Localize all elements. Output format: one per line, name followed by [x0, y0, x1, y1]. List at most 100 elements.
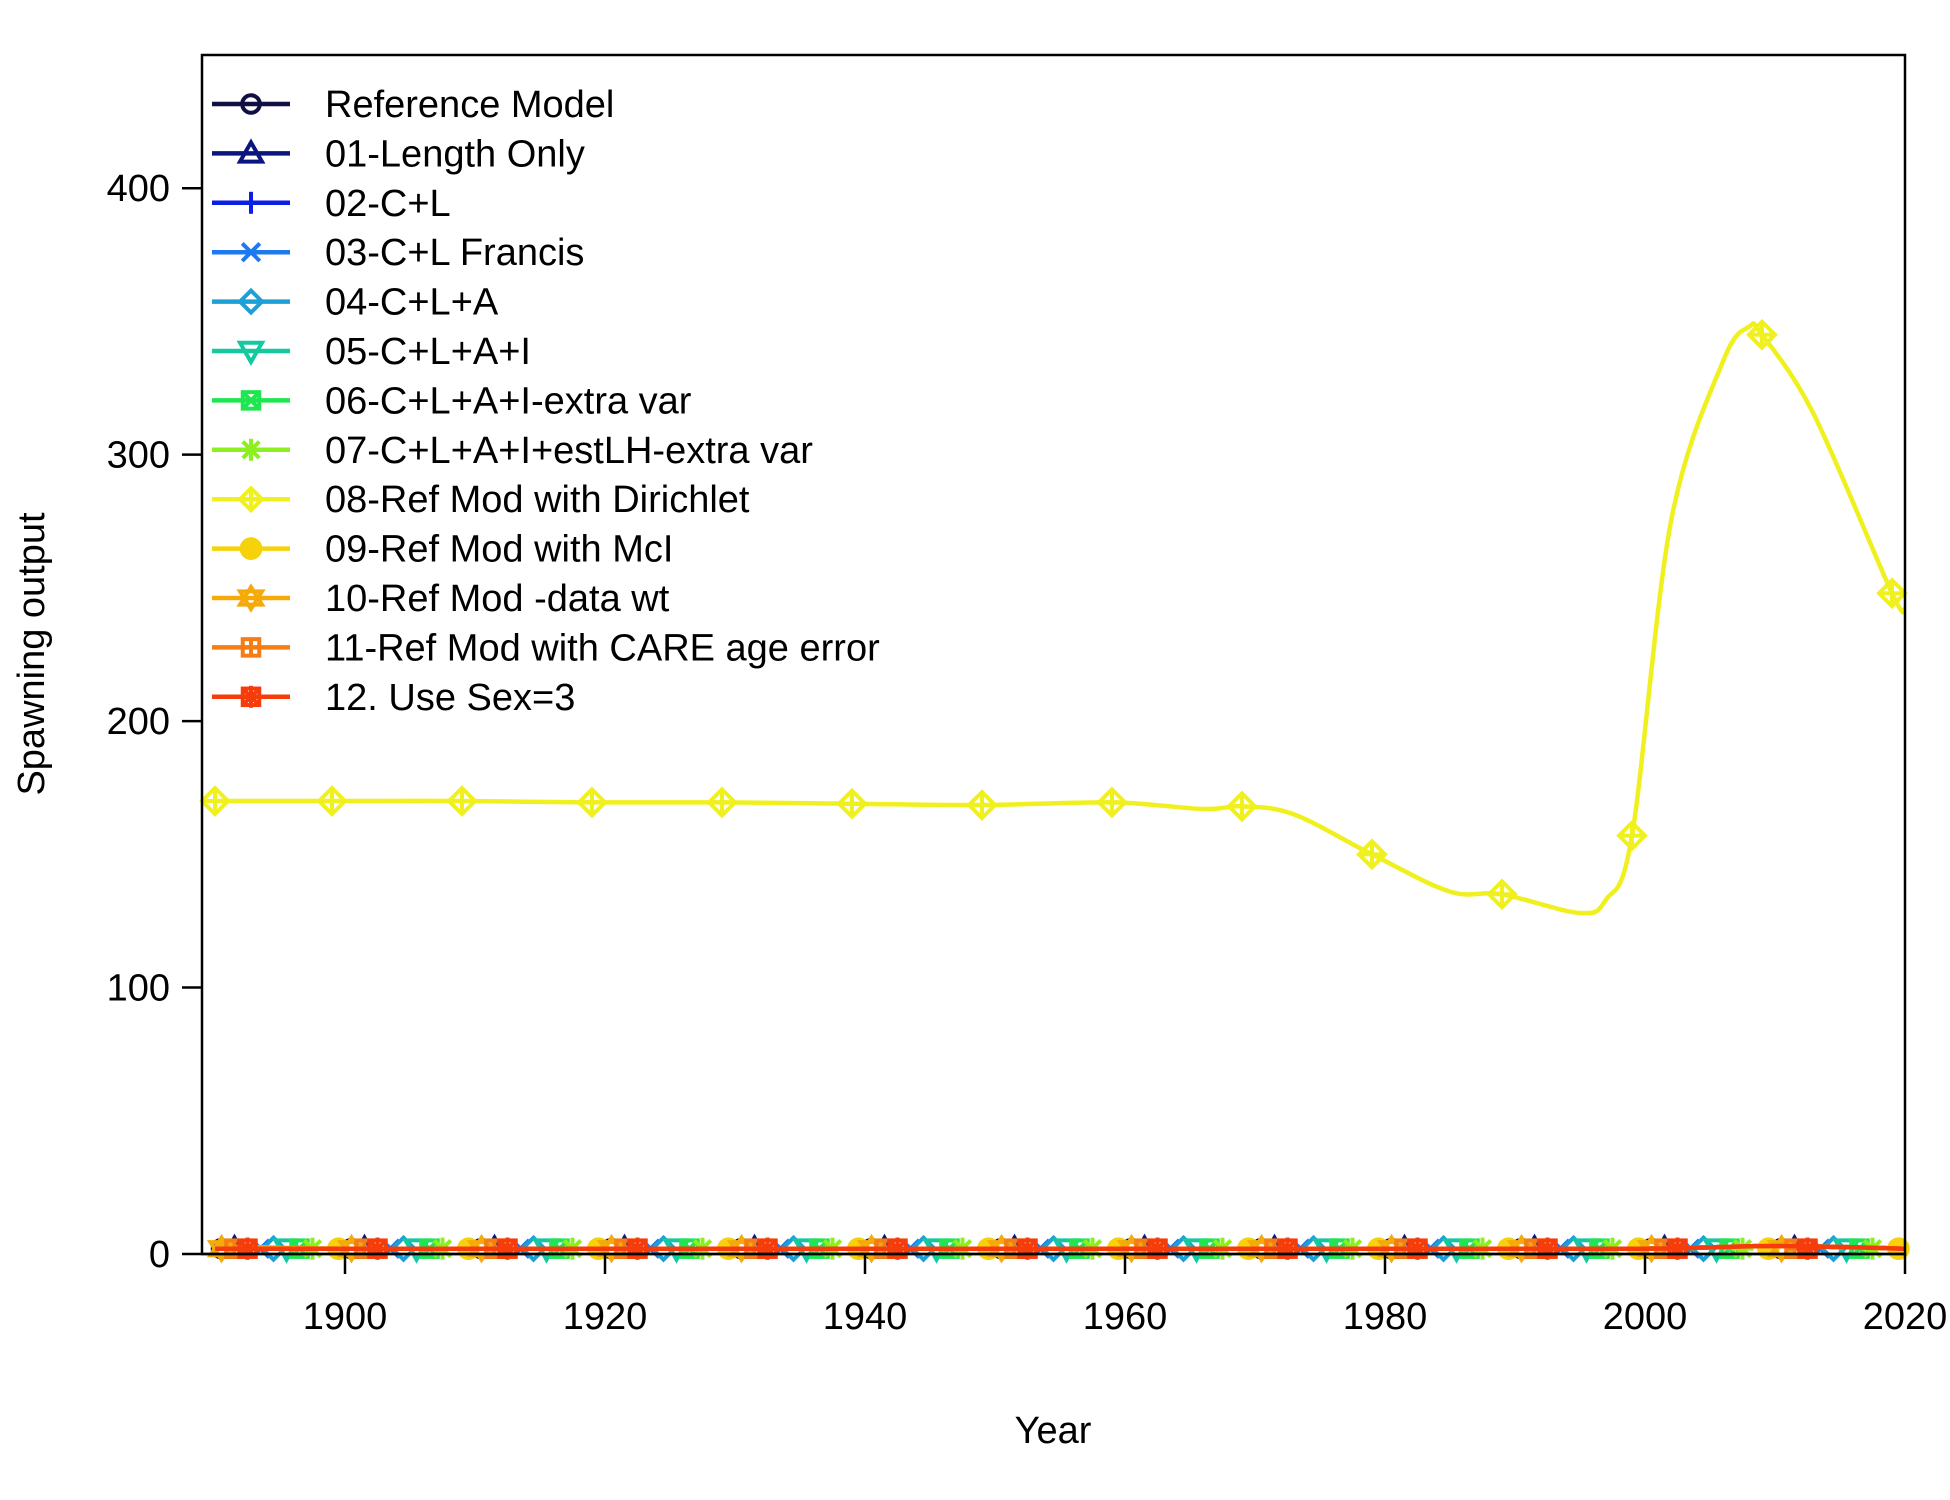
y-tick-label: 0 [149, 1234, 170, 1276]
data-point [240, 241, 262, 263]
data-point [1226, 790, 1258, 823]
y-tick-label: 100 [107, 968, 170, 1010]
x-tick-label: 2020 [1863, 1296, 1948, 1338]
data-point [389, 1234, 418, 1263]
y-axis-label: Spawning output [11, 512, 53, 796]
y-tick-label: 200 [107, 701, 170, 743]
y-tick-label: 400 [107, 168, 170, 210]
legend-label: 11-Ref Mod with CARE age error [325, 627, 880, 669]
legend-entry: 01-Length Only [212, 133, 585, 175]
legend-label: 04-C+L+A [325, 282, 499, 324]
data-point [237, 287, 265, 316]
data-point [1299, 1234, 1328, 1263]
data-point [496, 1237, 519, 1260]
legend-label: Reference Model [325, 84, 614, 126]
data-point [259, 1234, 288, 1263]
data-point [236, 1237, 259, 1260]
data-point [446, 785, 478, 817]
legend-label: 10-Ref Mod -data wt [325, 578, 670, 620]
series-line [214, 321, 1908, 916]
data-point [240, 685, 262, 708]
data-point [240, 637, 262, 658]
x-tick-label: 1980 [1343, 1296, 1428, 1338]
data-point [1146, 1237, 1169, 1260]
data-point [1536, 1237, 1559, 1260]
legend-label: 01-Length Only [325, 133, 585, 175]
data-point [240, 438, 262, 461]
legend-entry: 03-C+L Francis [212, 232, 584, 274]
data-point [239, 537, 263, 560]
x-tick-label: 2000 [1603, 1296, 1688, 1338]
legend-entry: 10-Ref Mod -data wt [212, 578, 670, 620]
data-point [1096, 786, 1128, 819]
data-point [1796, 1237, 1819, 1260]
legend-label: 06-C+L+A+I-extra var [325, 380, 692, 422]
data-point [1559, 1234, 1588, 1263]
data-point [1356, 838, 1388, 871]
data-point [1616, 819, 1648, 852]
data-point [1406, 1237, 1429, 1260]
series-line [215, 1243, 1906, 1252]
data-point [1689, 1234, 1718, 1263]
data-point [240, 93, 262, 115]
x-tick-label: 1920 [563, 1296, 648, 1338]
data-point [1039, 1234, 1068, 1263]
data-point [1876, 577, 1908, 610]
data-point [1429, 1234, 1458, 1263]
data-point [366, 1237, 389, 1260]
y-tick-label: 300 [107, 435, 170, 477]
legend-entry: 04-C+L+A [212, 282, 499, 324]
legend-label: 07-C+L+A+I+estLH-extra var [325, 430, 813, 472]
data-point [626, 1237, 649, 1260]
x-axis-label: Year [1015, 1410, 1092, 1452]
y-axis: 0 100 200 300 400 [107, 168, 202, 1276]
data-point [1666, 1237, 1689, 1260]
data-point [240, 390, 262, 411]
data-point [706, 786, 738, 819]
data-point [1746, 318, 1778, 351]
legend-entry: 08-Ref Mod with Dirichlet [212, 479, 750, 521]
data-point [1016, 1237, 1039, 1260]
data-point [649, 1234, 678, 1263]
series-9 [199, 318, 1908, 916]
legend-label: 08-Ref Mod with Dirichlet [325, 479, 750, 521]
legend-label: 05-C+L+A+I [325, 331, 531, 373]
legend-entry: 11-Ref Mod with CARE age error [212, 627, 880, 669]
data-point [966, 789, 998, 821]
data-point [236, 583, 266, 613]
data-point [236, 138, 266, 164]
data-point [836, 787, 868, 820]
data-point [576, 786, 608, 819]
data-point [756, 1237, 779, 1260]
legend-label: 09-Ref Mod with McI [325, 529, 673, 571]
legend-label: 12. Use Sex=3 [325, 677, 575, 719]
legend-entry: 07-C+L+A+I+estLH-extra var [212, 430, 813, 472]
x-axis: 1900 1920 1940 1960 1980 2000 2020 [202, 1252, 1948, 1338]
data-point [909, 1234, 938, 1263]
x-tick-label: 1960 [1083, 1296, 1168, 1338]
legend-entry: 02-C+L [212, 183, 451, 225]
x-tick-label: 1900 [303, 1296, 388, 1338]
data-point [1276, 1237, 1299, 1260]
data-point [236, 340, 266, 367]
data-point [1486, 878, 1518, 911]
data-point [199, 785, 231, 817]
legend-entry: 05-C+L+A+I [212, 331, 531, 373]
data-point [316, 785, 348, 817]
legend-entry: 12. Use Sex=3 [212, 677, 575, 719]
data-point [519, 1234, 548, 1263]
legend: Reference Model 01-Length Only 02-C+L 03-C+… [212, 84, 880, 719]
legend-label: 02-C+L [325, 183, 451, 225]
legend-entry: 09-Ref Mod with McI [212, 529, 673, 571]
data-point [237, 485, 265, 514]
legend-entry: 06-C+L+A+I-extra var [212, 380, 692, 422]
data-point [886, 1237, 909, 1260]
data-point [779, 1234, 808, 1263]
legend-label: 03-C+L Francis [325, 232, 584, 274]
data-point [240, 191, 262, 214]
legend-entry: Reference Model [212, 84, 614, 126]
x-tick-label: 1940 [823, 1296, 908, 1338]
data-point [1169, 1234, 1198, 1263]
